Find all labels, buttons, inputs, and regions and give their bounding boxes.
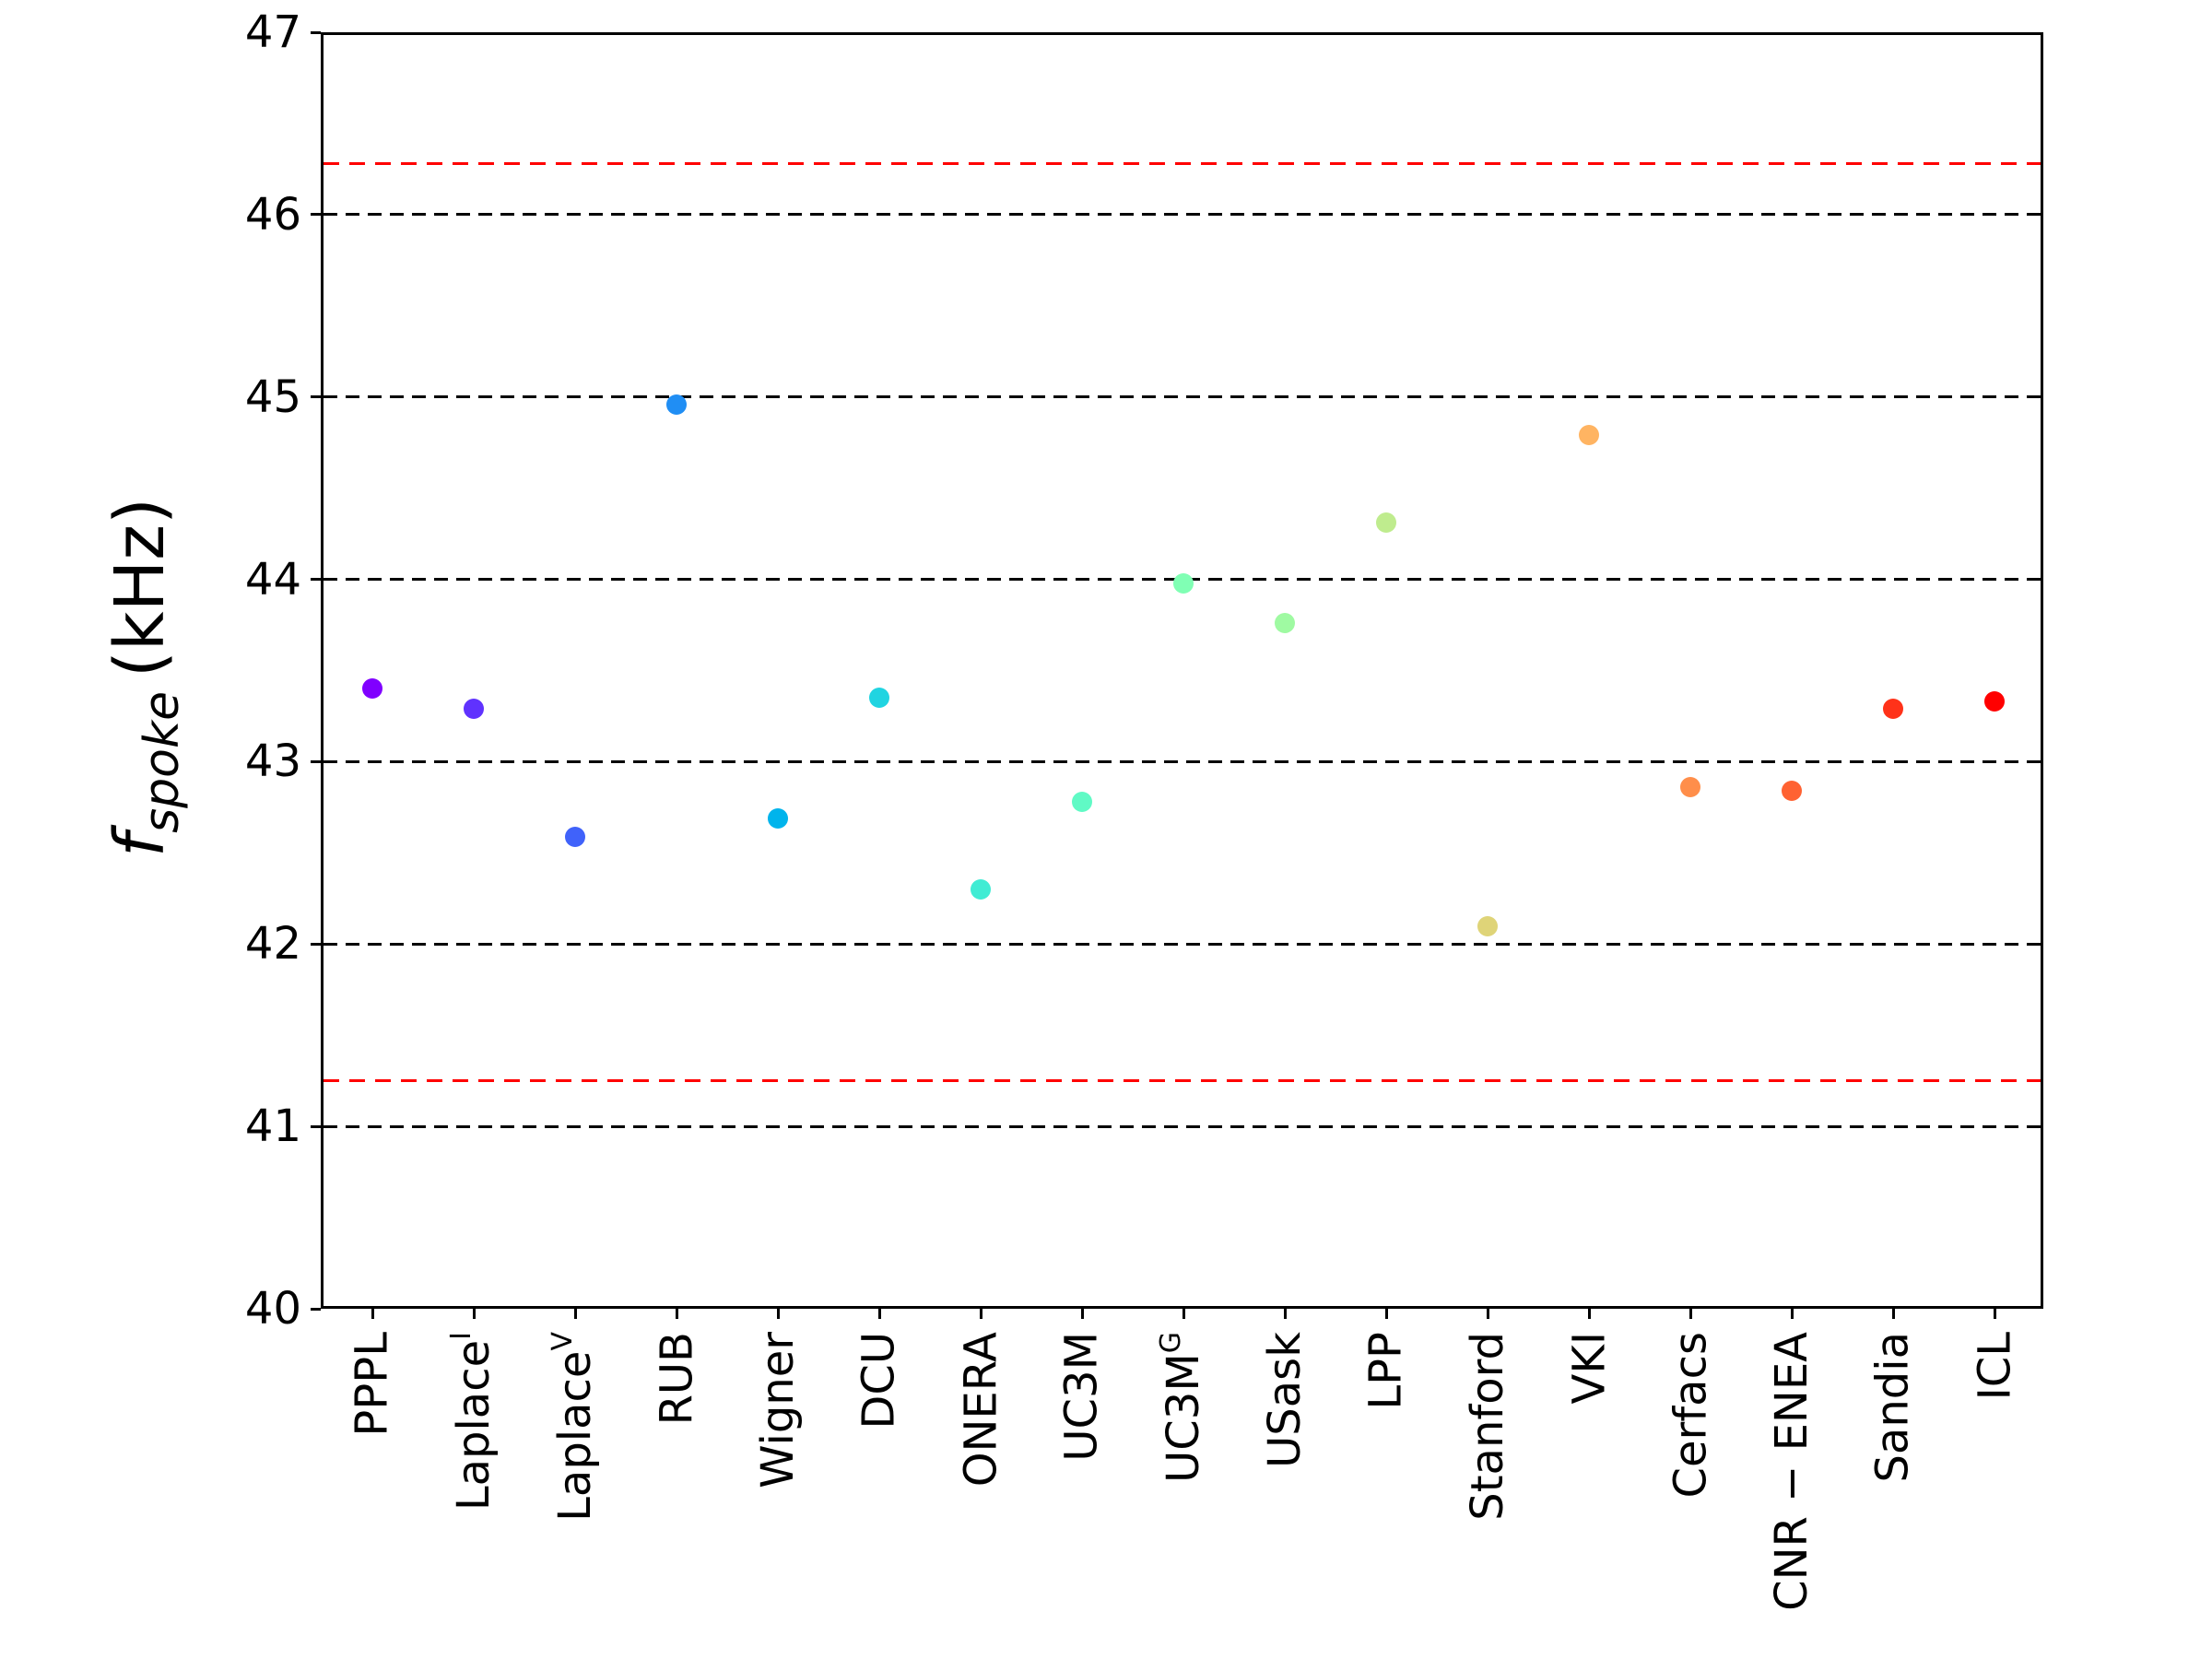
data-point — [1477, 915, 1498, 936]
x-tick-mark — [776, 1309, 780, 1319]
gridline — [324, 213, 2041, 217]
data-point — [565, 826, 585, 847]
x-tick-label: Wigner — [752, 1332, 804, 1488]
data-point — [362, 678, 382, 700]
x-tick-mark — [1993, 1309, 1996, 1319]
x-tick-label: ICL — [1969, 1332, 2020, 1401]
data-point — [1376, 512, 1396, 534]
data-point — [768, 807, 788, 829]
x-tick-mark — [1283, 1309, 1287, 1319]
x-tick-label: DCU — [853, 1332, 905, 1430]
x-tick-label: ONERA — [955, 1332, 1006, 1488]
x-tick-label: LaplaceV — [547, 1332, 601, 1522]
data-point — [1680, 777, 1700, 798]
gridline — [324, 395, 2041, 399]
x-tick-mark — [1486, 1309, 1489, 1319]
x-tick-label: LPP — [1360, 1332, 1412, 1410]
y-tick-mark — [311, 942, 321, 946]
x-tick-mark — [371, 1309, 374, 1319]
y-axis-label-unit: (kHz) — [100, 498, 180, 678]
x-tick-mark — [1891, 1309, 1895, 1319]
data-point — [1579, 425, 1599, 446]
x-tick-label: UC3M — [1056, 1332, 1108, 1462]
data-point — [1173, 572, 1194, 594]
x-tick-label: Sandia — [1867, 1332, 1919, 1483]
reference-line-upper — [324, 161, 2041, 165]
x-tick-mark — [979, 1309, 982, 1319]
data-point — [1883, 699, 1903, 720]
x-tick-label: RUB — [651, 1332, 702, 1426]
y-tick-mark — [311, 213, 321, 217]
y-tick-label: 46 — [244, 188, 301, 241]
gridline — [324, 942, 2041, 946]
y-tick-label: 42 — [244, 918, 301, 971]
y-tick-mark — [311, 1124, 321, 1128]
data-point — [666, 394, 687, 415]
plot-area — [321, 32, 2043, 1309]
x-tick-mark — [1790, 1309, 1794, 1319]
y-tick-label: 41 — [244, 1100, 301, 1153]
x-tick-mark — [1182, 1309, 1185, 1319]
x-tick-label: PPPL — [347, 1332, 398, 1437]
data-point — [464, 699, 484, 720]
y-tick-mark — [311, 759, 321, 763]
data-point — [1072, 791, 1092, 812]
y-tick-label: 40 — [244, 1283, 301, 1335]
x-tick-mark — [1384, 1309, 1388, 1319]
x-tick-label: Cerfacs — [1665, 1332, 1716, 1499]
x-tick-label: CNR − ENEA — [1766, 1332, 1818, 1611]
y-tick-label: 47 — [244, 6, 301, 58]
x-tick-mark — [573, 1309, 577, 1319]
gridline — [324, 759, 2041, 763]
x-tick-label: Stanford — [1462, 1332, 1513, 1521]
y-tick-mark — [311, 30, 321, 34]
x-tick-label: USask — [1259, 1332, 1311, 1468]
x-tick-mark — [1587, 1309, 1591, 1319]
data-point — [869, 688, 889, 709]
y-axis-label: fspoke (kHz) — [98, 498, 205, 857]
data-point — [1275, 613, 1295, 634]
x-tick-mark — [472, 1309, 476, 1319]
y-tick-mark — [311, 578, 321, 582]
x-tick-mark — [877, 1309, 881, 1319]
gridline — [324, 1124, 2041, 1128]
y-tick-label: 45 — [244, 371, 301, 423]
y-axis-label-symbol: f — [100, 832, 180, 857]
data-point — [971, 878, 991, 900]
y-tick-label: 43 — [244, 735, 301, 788]
x-tick-mark — [675, 1309, 678, 1319]
data-point — [1782, 781, 1802, 802]
x-tick-label: UC3MG — [1155, 1332, 1209, 1483]
y-tick-mark — [311, 1307, 321, 1311]
x-tick-label: VKI — [1563, 1332, 1615, 1405]
y-tick-label: 44 — [244, 553, 301, 606]
y-tick-mark — [311, 395, 321, 399]
y-axis-label-subscript: spoke — [135, 690, 190, 833]
x-tick-mark — [1080, 1309, 1084, 1319]
data-point — [1984, 691, 2005, 712]
x-tick-label: LaplaceI — [445, 1332, 500, 1512]
reference-line-lower — [324, 1079, 2041, 1083]
x-tick-mark — [1688, 1309, 1692, 1319]
